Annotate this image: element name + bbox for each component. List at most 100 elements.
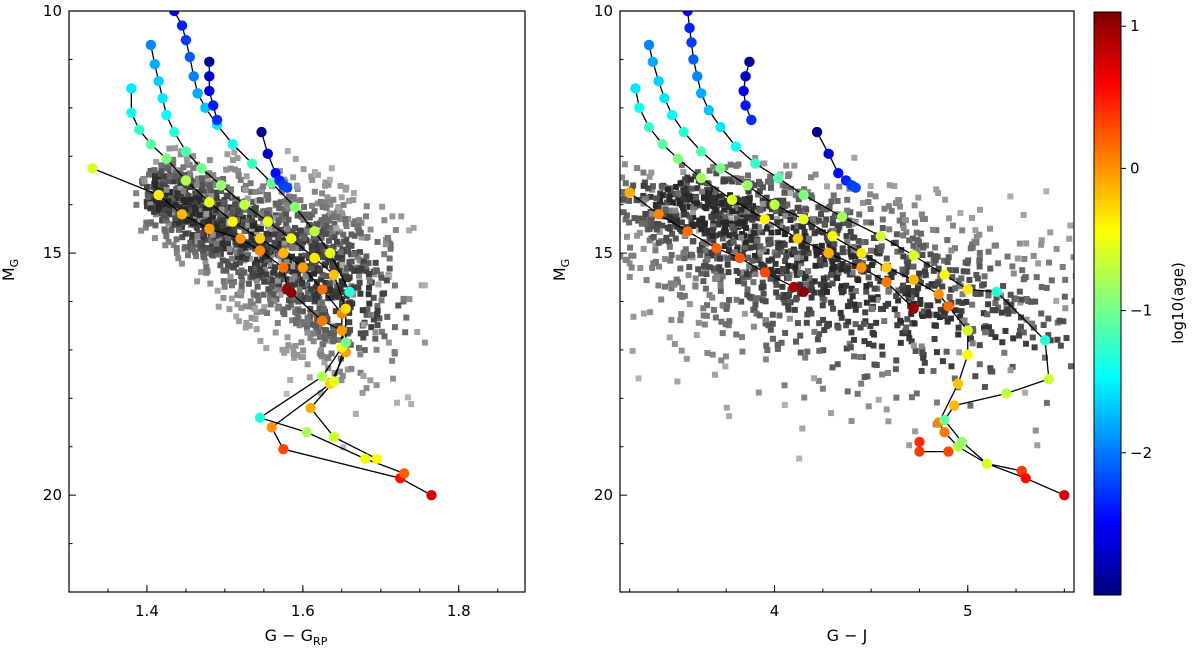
density-cell [215, 176, 222, 183]
density-cell [928, 281, 935, 288]
density-cell [242, 324, 249, 331]
density-cell [824, 274, 831, 281]
density-cell [164, 201, 171, 208]
density-cell [873, 319, 880, 326]
density-cell [1150, 334, 1156, 340]
density-cell [927, 302, 934, 309]
density-cell [620, 188, 622, 195]
density-cell [330, 262, 337, 269]
density-cell [706, 292, 713, 299]
density-cell [317, 347, 324, 354]
density-cell [738, 298, 745, 305]
density-cell [209, 246, 216, 253]
density-cell [277, 245, 284, 252]
right-tracks [624, 11, 1070, 501]
density-cell [746, 197, 753, 204]
density-cell [984, 311, 991, 318]
density-cell [372, 335, 379, 342]
density-cell [384, 313, 391, 320]
density-cell [739, 274, 746, 281]
density-cell [839, 249, 846, 256]
density-cell [235, 167, 242, 174]
density-cell [750, 203, 757, 210]
density-cell [345, 247, 352, 254]
density-cell [1160, 331, 1166, 337]
density-cell [319, 271, 326, 278]
density-cell [799, 238, 806, 245]
density-cell [1023, 296, 1030, 303]
density-cell [868, 247, 875, 254]
density-cell [366, 278, 373, 285]
left-tracks [87, 11, 437, 501]
right-track-3-point [933, 289, 944, 300]
density-cell [311, 169, 318, 176]
density-cell [878, 306, 885, 313]
density-cell [297, 197, 304, 204]
density-cell [283, 259, 290, 266]
density-cell [952, 285, 959, 292]
density-cell [161, 173, 168, 180]
density-cell [183, 217, 190, 224]
density-cell [313, 284, 320, 291]
density-cell [668, 285, 675, 292]
density-cell [323, 222, 330, 229]
density-cell [919, 349, 926, 356]
density-cell [170, 160, 177, 167]
density-cell [863, 299, 870, 306]
density-cell [311, 208, 318, 215]
density-cell [1020, 329, 1027, 336]
density-cell [799, 425, 806, 432]
density-cell [213, 240, 220, 247]
density-cell [152, 222, 159, 229]
density-cell [759, 279, 766, 286]
density-cell [332, 308, 339, 315]
density-cell [709, 232, 716, 239]
density-cell [709, 227, 716, 234]
density-cell [193, 181, 200, 188]
density-cell [754, 257, 761, 264]
density-cell [903, 268, 910, 275]
density-cell [948, 286, 955, 293]
density-cell [295, 239, 302, 246]
density-cell [404, 394, 411, 401]
density-cell [209, 231, 216, 238]
density-cell [791, 248, 798, 255]
density-cell [755, 389, 762, 396]
left-track-1-point [153, 189, 164, 201]
density-cell [366, 270, 373, 277]
density-cell [285, 342, 292, 349]
density-cell [227, 273, 234, 280]
density-cell [333, 264, 340, 271]
density-cell [267, 301, 274, 308]
left-track-4-point [188, 71, 199, 82]
density-cell [253, 226, 260, 233]
density-cell [902, 328, 909, 335]
left-track-3-point [309, 252, 320, 264]
density-cell [802, 255, 809, 262]
density-cell [1040, 321, 1047, 328]
density-cell [333, 251, 340, 258]
density-cell [1014, 255, 1021, 262]
density-cell [886, 226, 893, 233]
density-cell [764, 178, 771, 185]
density-cell [604, 225, 610, 231]
density-cell [274, 305, 281, 312]
density-cell [356, 272, 363, 279]
density-cell [545, 332, 551, 338]
density-cell [915, 194, 922, 201]
density-cell [828, 254, 835, 261]
density-cell [668, 316, 675, 323]
density-cell [206, 157, 213, 164]
density-cell [1088, 333, 1094, 339]
density-cell [700, 194, 707, 201]
left-track-1-point [278, 262, 289, 273]
density-cell [364, 234, 371, 241]
density-cell [751, 223, 758, 230]
density-cell [191, 196, 198, 203]
density-cell [253, 211, 260, 218]
density-cell [659, 192, 666, 199]
density-cell [410, 224, 417, 231]
density-cell [596, 311, 602, 317]
density-cell [985, 301, 992, 308]
density-cell [294, 351, 301, 358]
